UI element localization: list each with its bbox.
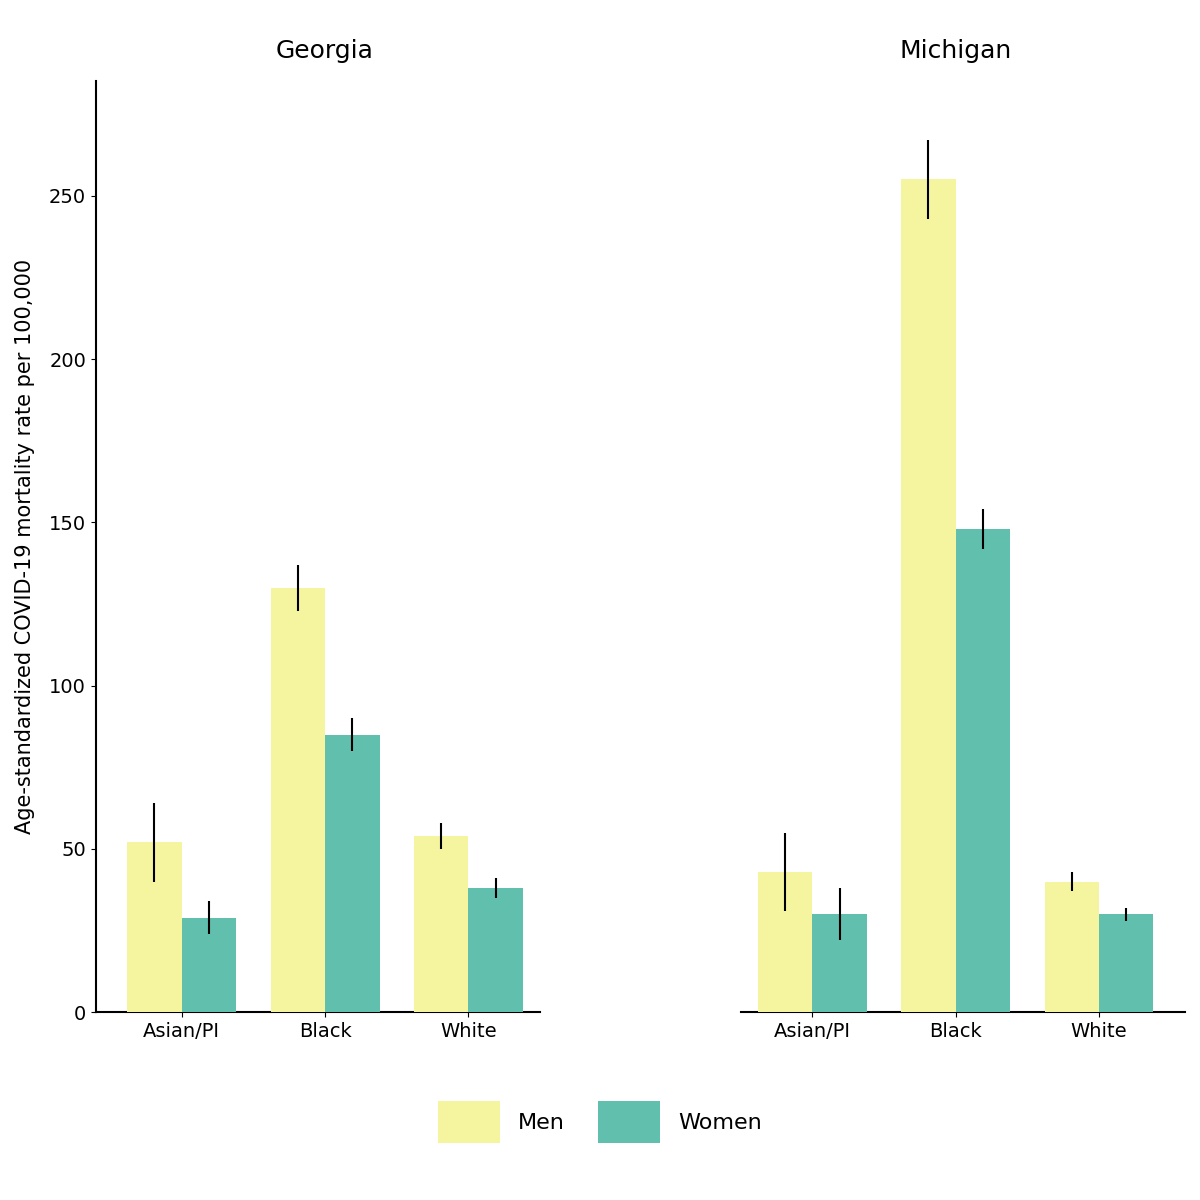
Bar	[812, 914, 866, 1013]
Bar	[955, 529, 1010, 1013]
Bar	[325, 734, 379, 1013]
Bar	[758, 872, 812, 1013]
Bar	[1099, 914, 1153, 1013]
Text: Michigan: Michigan	[900, 38, 1012, 62]
Y-axis label: Age-standardized COVID-19 mortality rate per 100,000: Age-standardized COVID-19 mortality rate…	[14, 259, 35, 834]
Bar	[1044, 882, 1099, 1013]
Bar	[127, 842, 181, 1013]
Text: Georgia: Georgia	[276, 38, 374, 62]
Bar	[901, 180, 955, 1013]
Bar	[414, 836, 468, 1013]
Legend: Men, Women: Men, Women	[415, 1079, 785, 1165]
Bar	[181, 918, 236, 1013]
Bar	[270, 588, 325, 1013]
Bar	[468, 888, 523, 1013]
